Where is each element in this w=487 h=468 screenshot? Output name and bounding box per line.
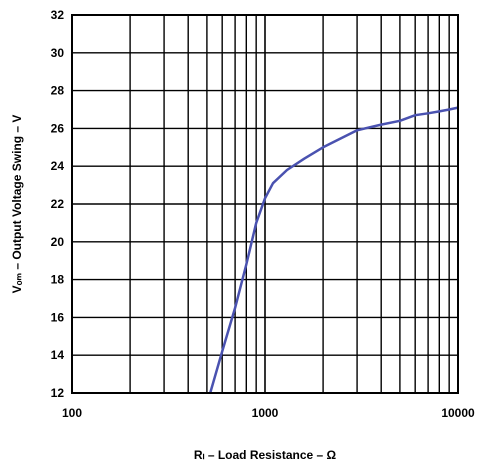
x-tick-label: 1000 (252, 406, 279, 420)
y-axis-title: Vₒₘ – Output Voltage Swing – V (10, 115, 24, 294)
series-layer (208, 106, 459, 394)
y-tick-label: 26 (51, 121, 65, 135)
y-tick-label: 22 (51, 197, 65, 211)
plot-frame (71, 14, 459, 394)
y-tick-label: 20 (51, 235, 65, 249)
y-tick-label: 18 (51, 273, 65, 287)
x-tick-label: 100 (62, 406, 82, 420)
grid (72, 15, 458, 393)
series-line (208, 106, 459, 394)
y-tick-label: 16 (51, 310, 65, 324)
y-tick-label: 24 (51, 159, 65, 173)
y-tick-label: 28 (51, 84, 65, 98)
y-tick-label: 32 (51, 8, 65, 22)
tick-labels: 12 14 16 18 20 22 24 26 28 30 32 100 1000 10000 (51, 8, 475, 420)
y-tick-label: 14 (51, 348, 65, 362)
x-tick-label: 10000 (441, 406, 475, 420)
x-axis-title: Rₗ – Load Resistance – Ω (194, 448, 337, 462)
y-tick-label: 12 (51, 386, 65, 400)
y-tick-label: 30 (51, 46, 65, 60)
